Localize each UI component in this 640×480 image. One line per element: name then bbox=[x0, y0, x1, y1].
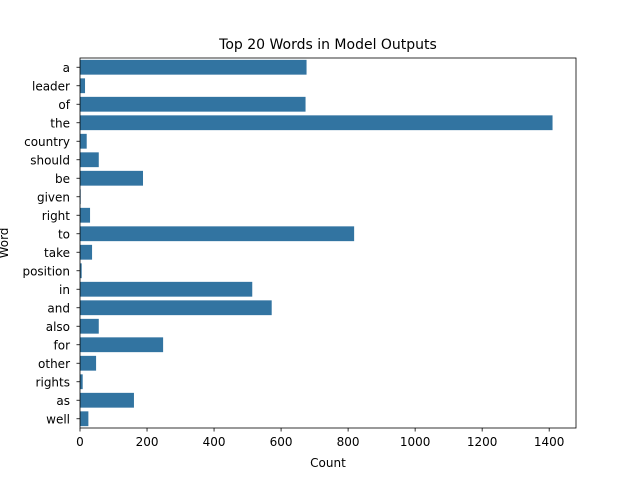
bar-should bbox=[80, 152, 99, 168]
y-tick-label: take bbox=[44, 246, 70, 260]
bar-a bbox=[80, 59, 307, 75]
x-axis-ticks: 0 200 400 600 800 1000 1200 1400 bbox=[76, 428, 564, 449]
x-axis-title: Count bbox=[310, 456, 346, 470]
y-axis-title: Word bbox=[0, 228, 11, 259]
x-tick-label: 1000 bbox=[400, 435, 431, 449]
y-tick-label: of bbox=[58, 98, 70, 112]
y-tick-label: a bbox=[63, 61, 70, 75]
x-tick-label: 0 bbox=[76, 435, 84, 449]
y-tick-label: as bbox=[56, 394, 70, 408]
x-tick-label: 600 bbox=[270, 435, 293, 449]
bar-other bbox=[80, 355, 97, 371]
y-tick-label: position bbox=[22, 264, 70, 278]
bar-rights bbox=[80, 374, 83, 390]
bar-be bbox=[80, 170, 144, 186]
y-tick-label: also bbox=[46, 320, 70, 334]
chart-title: Top 20 Words in Model Outputs bbox=[218, 37, 437, 53]
y-tick-label: rights bbox=[36, 375, 70, 389]
x-tick-label: 400 bbox=[203, 435, 226, 449]
bar-to bbox=[80, 226, 355, 242]
y-tick-label: and bbox=[47, 301, 70, 315]
y-tick-label: right bbox=[42, 209, 70, 223]
bar-as bbox=[80, 392, 134, 408]
bar-right bbox=[80, 207, 91, 223]
y-tick-label: well bbox=[46, 412, 70, 426]
y-tick-label: country bbox=[24, 135, 70, 149]
x-tick-label: 1400 bbox=[534, 435, 565, 449]
y-tick-label: should bbox=[30, 153, 70, 167]
x-tick-label: 800 bbox=[337, 435, 360, 449]
bar-well bbox=[80, 411, 89, 427]
bar-take bbox=[80, 244, 93, 260]
bar-the bbox=[80, 115, 553, 131]
bar-country bbox=[80, 133, 87, 149]
y-tick-label: for bbox=[54, 338, 71, 352]
bars-group bbox=[80, 59, 553, 427]
x-tick-label: 1200 bbox=[467, 435, 498, 449]
bar-for bbox=[80, 337, 164, 353]
y-tick-label: other bbox=[38, 357, 70, 371]
bar-in bbox=[80, 281, 253, 297]
bar-also bbox=[80, 318, 99, 334]
bar-leader bbox=[80, 78, 86, 94]
plot-frame bbox=[79, 57, 577, 429]
y-tick-label: be bbox=[55, 172, 70, 186]
y-tick-label: in bbox=[59, 283, 70, 297]
y-axis-ticks: a leader of the country should be given right to t… bbox=[22, 61, 80, 426]
y-tick-label: to bbox=[58, 227, 70, 241]
y-tick-label: the bbox=[50, 116, 70, 130]
bar-position bbox=[80, 263, 82, 279]
bar-of bbox=[80, 96, 306, 112]
bar-and bbox=[80, 300, 272, 316]
y-tick-label: leader bbox=[32, 79, 70, 93]
x-tick-label: 200 bbox=[136, 435, 159, 449]
y-tick-label: given bbox=[37, 190, 70, 204]
